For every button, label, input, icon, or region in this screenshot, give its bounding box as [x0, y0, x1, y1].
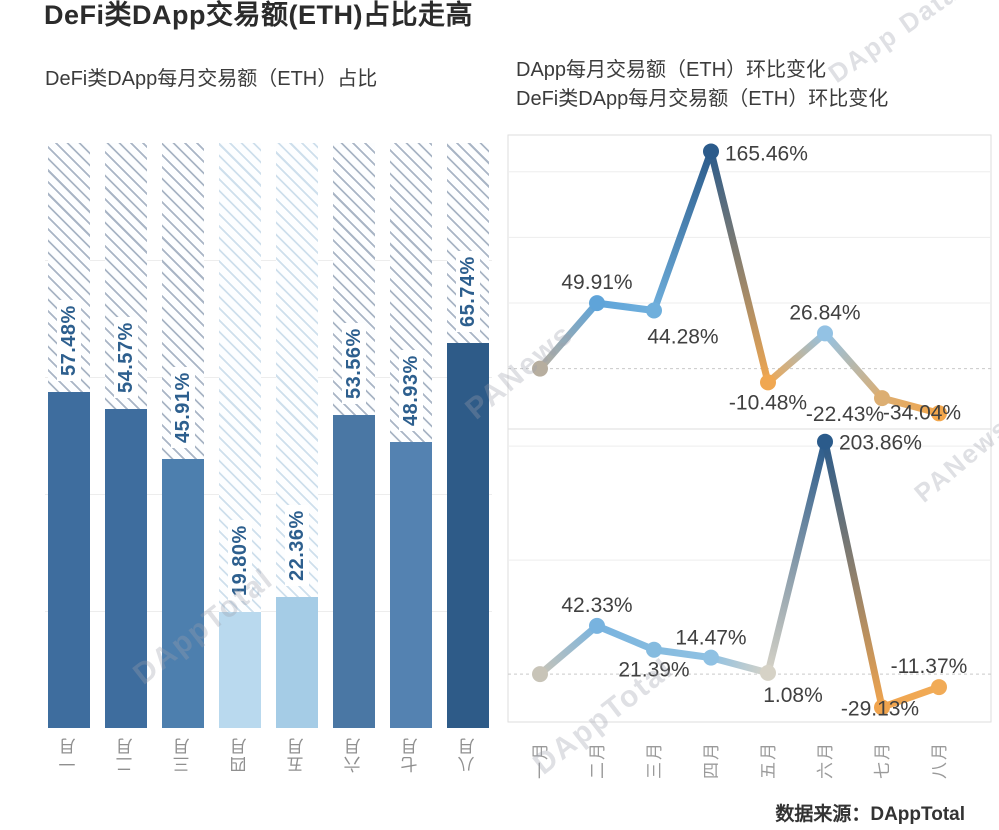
point-value-label: 44.28% [647, 326, 718, 349]
line-segment [764, 438, 829, 677]
bar-solid-segment [48, 392, 90, 728]
bar-value-label: 48.93% [399, 350, 423, 431]
line-segment [593, 622, 658, 654]
point-value-label: 165.46% [725, 142, 808, 165]
line-segment [593, 299, 658, 315]
x-axis-month-label: 二月 [588, 741, 607, 779]
x-axis-month-label: 三月 [645, 741, 664, 779]
data-point-三月 [646, 641, 662, 658]
line-segment [650, 147, 715, 315]
page-title: DeFi类DApp交易额(ETH)占比走高 [44, 0, 473, 30]
x-axis-month-label: 六月 [816, 741, 835, 779]
bar-solid-segment [333, 415, 375, 728]
line-segment [650, 646, 715, 662]
bar-value-label: 45.91% [171, 367, 195, 448]
line-segment [878, 683, 943, 711]
x-axis-month-label: 四月 [702, 741, 721, 779]
bar-hatched-segment [105, 143, 147, 409]
stacked-bar-一月 [48, 143, 90, 728]
bar-value-label: 57.48% [57, 300, 81, 381]
line-segment [536, 622, 601, 678]
point-value-label: 14.47% [675, 627, 746, 650]
data-point-一月 [532, 666, 548, 683]
data-point-五月 [760, 664, 776, 681]
source-note: 数据来源：DAppTotal [775, 804, 965, 825]
stacked-bar-二月 [105, 143, 147, 728]
gridline [45, 377, 492, 378]
data-point-一月 [532, 360, 548, 377]
x-axis-month-label: 五月 [287, 737, 307, 773]
point-value-label: -34.04% [883, 401, 961, 424]
line-segment [707, 147, 772, 386]
stacked-bar-八月 [447, 143, 489, 728]
data-point-七月 [874, 699, 890, 716]
stacked-bar-三月 [162, 143, 204, 728]
data-point-五月 [760, 374, 776, 391]
bar-solid-segment [219, 612, 261, 728]
bar-value-label: 65.74% [456, 251, 480, 332]
line-segment [821, 438, 886, 711]
point-value-label: 49.91% [561, 271, 632, 294]
bar-solid-segment [276, 597, 318, 728]
gridline [45, 611, 492, 612]
point-value-label: 26.84% [789, 301, 860, 324]
x-axis-month-label: 五月 [759, 741, 778, 779]
data-point-六月 [817, 325, 833, 342]
line-charts-title: DApp每月交易额（ETH）环比变化 DeFi类DApp每月交易额（ETH）环比… [516, 56, 888, 114]
stacked-bar-六月 [333, 143, 375, 728]
data-point-二月 [589, 295, 605, 312]
data-point-八月 [931, 679, 947, 696]
point-value-label: 203.86% [839, 432, 922, 455]
x-axis-month-label: 八月 [458, 737, 478, 773]
point-value-label: 42.33% [561, 594, 632, 617]
bar-solid-segment [447, 343, 489, 728]
line-charts: 49.91%44.28%165.46%-10.48%26.84%-22.43%-… [507, 134, 992, 779]
x-axis-month-label: 八月 [930, 741, 949, 779]
point-value-label: -10.48% [729, 391, 807, 414]
point-value-label: -29.13% [841, 697, 919, 720]
point-value-label: -22.43% [806, 403, 884, 426]
chart-panel-border [507, 428, 992, 723]
gridline [45, 494, 492, 495]
stacked-bar-四月 [219, 143, 261, 728]
stacked-bar-五月 [276, 143, 318, 728]
bar-value-label: 19.80% [228, 520, 252, 601]
data-point-四月 [703, 143, 719, 160]
x-axis-month-label: 一月 [59, 737, 79, 773]
data-point-四月 [703, 649, 719, 666]
x-axis-month-label: 七月 [401, 737, 421, 773]
gridline [45, 260, 492, 261]
x-axis-month-label: 六月 [344, 737, 364, 773]
line-segment [821, 329, 886, 402]
bar-value-label: 22.36% [285, 505, 309, 586]
point-value-label: 21.39% [618, 659, 689, 682]
bar-solid-segment [105, 409, 147, 728]
data-point-三月 [646, 302, 662, 319]
line-segment [707, 654, 772, 677]
line-segment [764, 329, 829, 386]
data-point-七月 [874, 390, 890, 407]
line-segment [536, 299, 601, 373]
line-segment [878, 394, 943, 417]
x-axis-month-label: 七月 [873, 741, 892, 779]
point-value-label: -11.37% [891, 655, 968, 678]
x-axis-month-label: 二月 [116, 737, 136, 773]
bar-chart-title: DeFi类DApp每月交易额（ETH）占比 [45, 68, 378, 90]
bar-solid-segment [390, 442, 432, 728]
bar-value-label: 54.57% [114, 317, 138, 398]
bar-solid-segment [162, 459, 204, 728]
data-point-八月 [931, 405, 947, 422]
bar-value-label: 53.56% [342, 323, 366, 404]
x-axis-month-label: 三月 [173, 737, 193, 773]
point-value-label: 1.08% [763, 684, 823, 707]
line-chart-2-title: DeFi类DApp每月交易额（ETH）环比变化 [516, 88, 889, 110]
line-chart-1-title: DApp每月交易额（ETH）环比变化 [516, 59, 827, 81]
x-axis-month-label: 一月 [531, 741, 550, 779]
data-point-二月 [589, 617, 605, 634]
x-axis-month-label: 四月 [230, 737, 250, 773]
data-point-六月 [817, 433, 833, 450]
